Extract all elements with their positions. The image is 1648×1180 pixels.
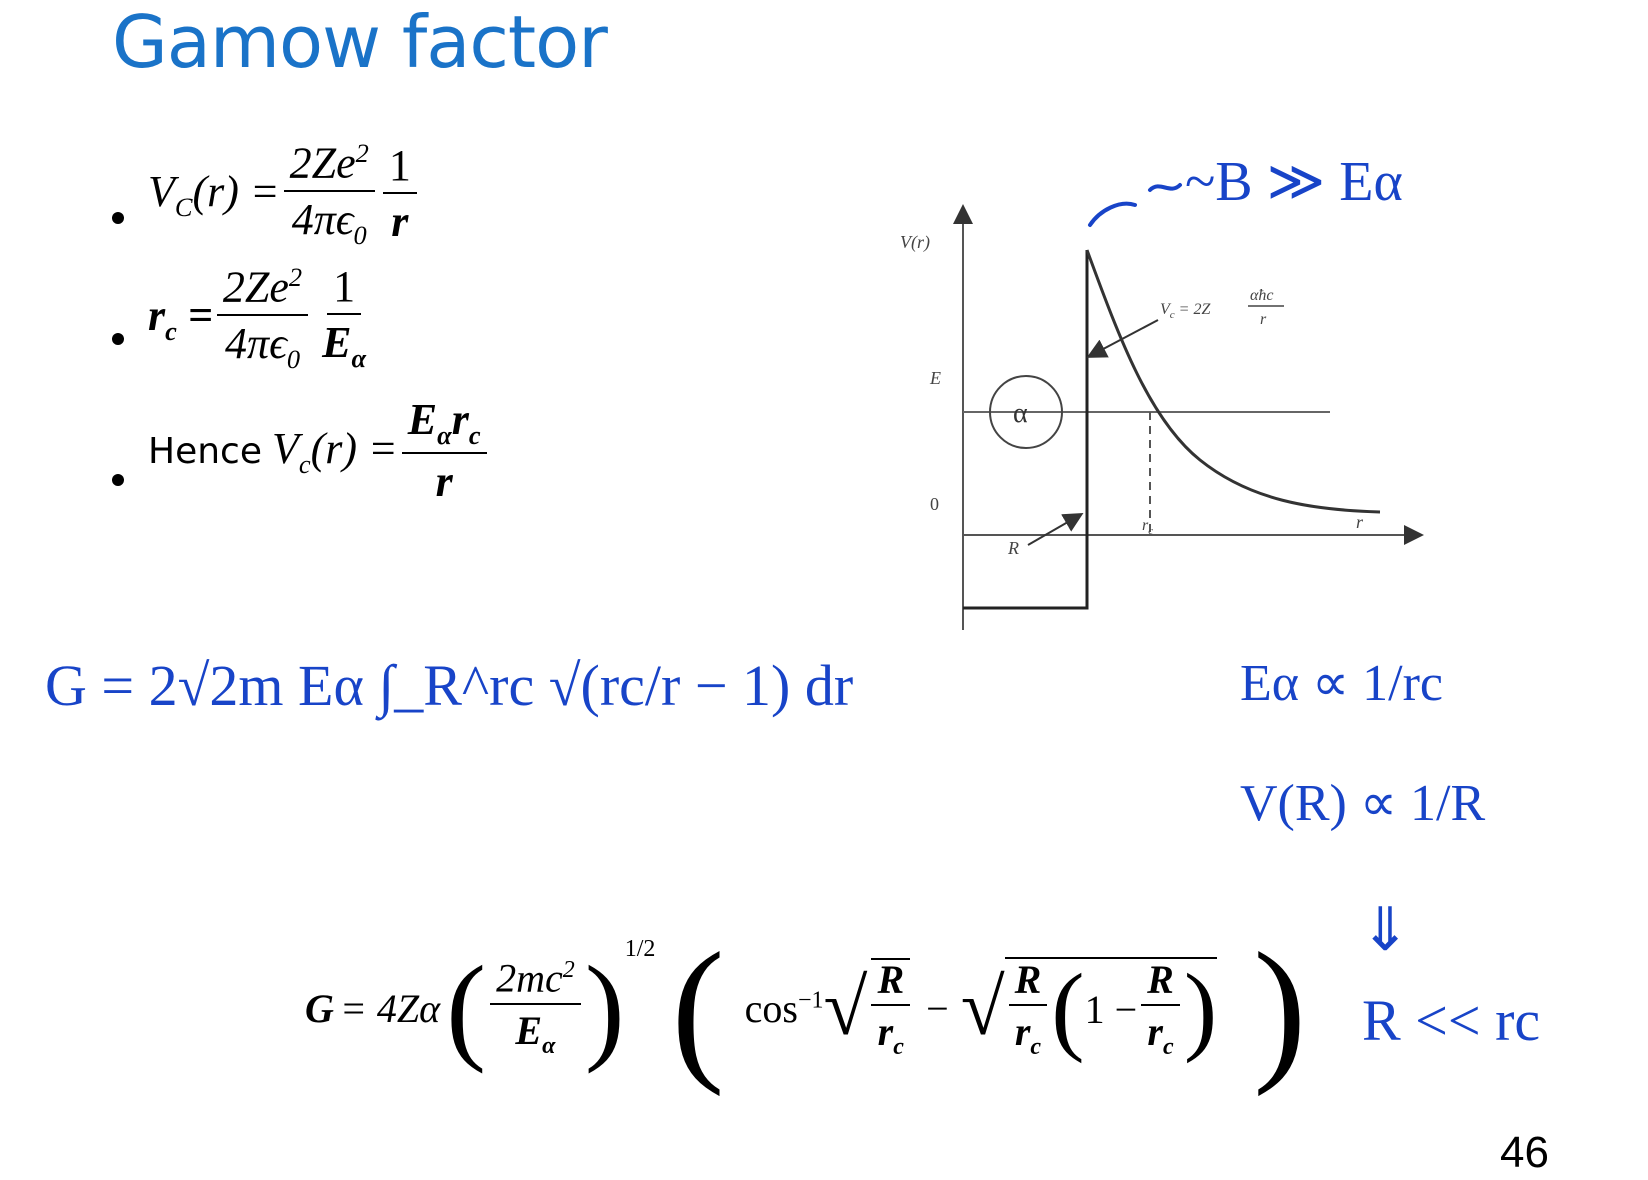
big-paren-close: ) — [1253, 919, 1307, 1097]
sqrt-content: R rc ( 1 − R rc ) — [1004, 957, 1218, 1059]
eq-lhs: Vc(r) = — [271, 423, 398, 479]
hw-tilde — [1148, 183, 1182, 192]
fraction: 2Ze2 4πϵ0 — [283, 140, 375, 248]
sqrt-sign: √ — [960, 963, 1005, 1052]
hw-gamow-integral: G = 2√2m Eα ∫_R^rc √(rc/r − 1) dr — [45, 653, 853, 721]
svg-text:r: r — [1260, 311, 1267, 328]
sqrt-sign: √ — [823, 963, 868, 1052]
potential-diagram: α V(r) E 0 rc r R Vc = 2Z αħc r — [900, 204, 1424, 630]
potential-well — [963, 250, 1089, 610]
coulomb-barrier-curve — [1085, 249, 1381, 514]
big-r-pointer — [1027, 513, 1084, 546]
bullet-dot — [112, 333, 124, 345]
hw-implies: ⇓ — [1360, 897, 1410, 963]
svg-text:αħc: αħc — [1250, 287, 1274, 304]
r-over-rc: R rc — [1141, 959, 1180, 1059]
formula-coef: = 4Zα — [339, 985, 441, 1031]
svg-text:Vc= 2Z: Vc = 2Z — [1160, 301, 1211, 321]
big-r-label: R — [1007, 538, 1019, 558]
slide-title: Gamow factor — [112, 0, 608, 84]
e-label: E — [929, 368, 941, 388]
eq-lhs: VC(r) = — [148, 166, 280, 222]
fraction-factor: 1 r — [382, 143, 417, 244]
fraction-factor: 1 Eα — [322, 261, 367, 373]
bullet-dot — [112, 474, 124, 486]
hence-label: Hence — [148, 430, 262, 472]
hw-top-note: ~B ≫ Eα — [1185, 151, 1403, 213]
vc-annotation: Vc = 2Z αħc r — [1086, 287, 1284, 358]
r-over-rc: R rc — [1008, 959, 1048, 1059]
alpha-particle-circle — [989, 375, 1063, 449]
r-over-rc: R rc — [871, 957, 911, 1059]
zero-label: 0 — [930, 494, 939, 514]
paren-open: ( — [446, 941, 487, 1074]
gamow-factor-formula: G = 4Zα ( 2mc2 Eα ) 1/2 ( cos−1 √ R rc −… — [305, 928, 1306, 1088]
formula-lhs: G — [305, 985, 334, 1031]
fraction: Eαrc r — [401, 398, 487, 504]
hw-top-arrow — [1088, 201, 1137, 227]
hw-prop1: Eα ∝ 1/rc — [1240, 655, 1443, 712]
equation-hence: Hence Vc(r) = Eαrc r — [148, 398, 491, 504]
hw-prop2: V(R) ∝ 1/R — [1240, 775, 1485, 832]
paren-close: ) — [584, 941, 625, 1074]
hw-conclusion: R << rc — [1362, 988, 1540, 1053]
bullet-dot — [112, 212, 124, 224]
alpha-label: α — [1013, 398, 1028, 429]
inner-fraction: 2mc2 Eα — [490, 958, 581, 1058]
rc-axis-label: rc — [1142, 517, 1153, 537]
cos-term: cos−1 — [744, 985, 824, 1031]
y-axis-label: V(r) — [900, 232, 930, 253]
r-axis-label: r — [1356, 512, 1364, 532]
minus-sign: − — [926, 985, 949, 1031]
eq-lhs: rc = — [148, 290, 213, 346]
big-paren-open: ( — [671, 919, 725, 1097]
equation-coulomb-potential: VC(r) = 2Ze2 4πϵ0 1 r — [148, 140, 421, 248]
power: 1/2 — [624, 936, 656, 962]
one-minus: 1 − — [1084, 986, 1138, 1032]
page-number: 46 — [1500, 1128, 1549, 1177]
fraction: 2Ze2 4πϵ0 — [216, 264, 309, 372]
equation-turning-radius: rc = 2Ze2 4πϵ0 1 Eα — [148, 264, 376, 372]
